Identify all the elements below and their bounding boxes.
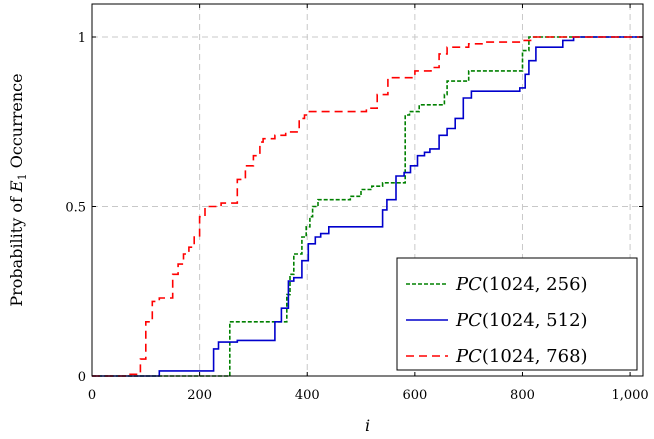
plot-frame (91, 3, 644, 377)
x-tick-label: 200 (187, 388, 212, 403)
x-tick-label: 1,000 (611, 388, 648, 403)
x-tick-label: 600 (402, 388, 427, 403)
y-tick-label: 1 (78, 31, 86, 46)
y-axis-label: Probability of E1 Occurrence (7, 73, 29, 306)
x-tick-label: 0 (88, 388, 96, 403)
y-tick-label: 0.5 (65, 201, 86, 216)
y-tick-label: 0 (78, 370, 86, 385)
legend-box (396, 257, 638, 371)
x-axis-label-text: i (365, 416, 370, 435)
x-axis-label: i (365, 416, 370, 435)
axis-ticks: 0 200 400 600 800 1,000 0 0.5 1 (65, 4, 649, 403)
x-tick-label: 400 (295, 388, 320, 403)
series-line-2 (92, 36, 643, 377)
series-line-1 (92, 36, 643, 377)
legend-label-3: PC(1024, 768) (455, 346, 588, 367)
legend: PC(1024, 256) PC(1024, 512) PC(1024, 768) (396, 257, 638, 371)
plot-lines (92, 36, 643, 377)
x-tick-label: 800 (510, 388, 535, 403)
legend-label-2: PC(1024, 512) (455, 310, 588, 331)
series-line-3 (92, 36, 643, 377)
y-axis-label-text: Probability of E1 Occurrence (7, 73, 29, 306)
legend-label-1: PC(1024, 256) (455, 274, 588, 295)
